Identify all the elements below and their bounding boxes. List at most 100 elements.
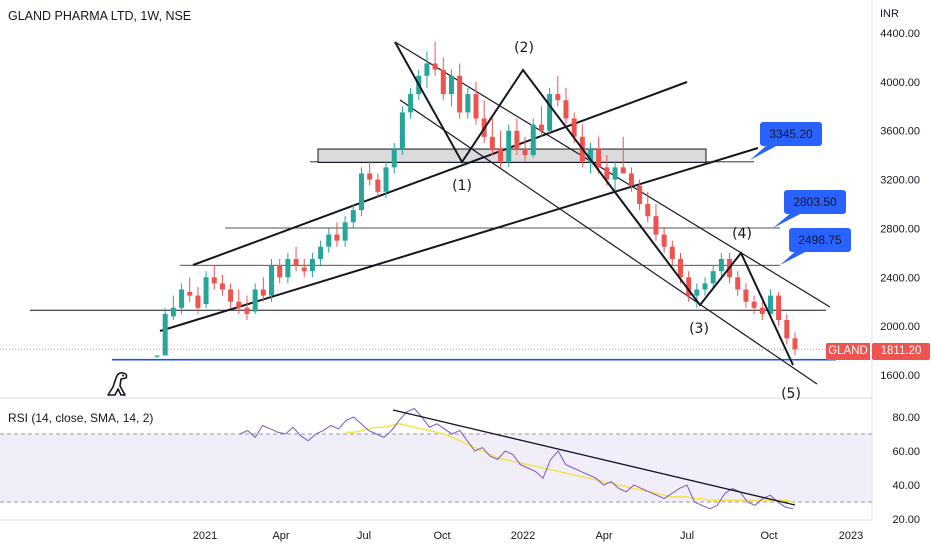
candle-body [547,94,553,131]
candle-body [334,234,340,241]
candle-body [350,210,356,223]
candle-body [498,149,504,162]
candle-body [219,283,225,290]
price-tick-label: 4400.00 [880,28,920,40]
rsi-title: RSI (14, close, SMA, 14, 2) [8,411,154,425]
candle-body [293,258,299,266]
last-price-tag: 1811.20 [872,343,930,360]
candle-body [440,69,446,95]
rsi-line [239,407,794,510]
currency-label: INR [880,8,899,20]
rsi-band [0,434,872,502]
candle-body [170,307,176,317]
time-tick-label: Jul [680,530,694,542]
candle-body [269,265,275,296]
callout-box [760,122,822,146]
candle-body [661,234,667,247]
time-tick-label: 2022 [511,530,535,542]
candle-body [424,63,430,76]
candle-body [260,289,266,296]
candle-body [448,75,454,95]
candle-body [375,179,381,192]
candle-body [735,277,741,290]
wave-label: (2) [514,40,534,56]
wave-label: (5) [781,386,801,402]
candle-body [285,258,291,278]
callout-pointer [750,144,780,160]
candle-body [154,355,160,357]
candle-body [358,173,364,211]
candle-body [228,289,234,302]
candle-body [383,167,389,192]
price-tick-label: 1600.00 [880,370,920,382]
descending-resistance-line [394,41,831,308]
candle-body [252,289,258,312]
candle-body [669,246,675,259]
rsi-ma-line [346,423,794,503]
price-tick-label: 2400.00 [880,272,920,284]
candle-body [391,149,397,168]
candle-body [399,112,405,150]
price-tick-label: 3200.00 [880,175,920,187]
candle-body [792,338,798,350]
rsi-tick-label: 80.00 [892,412,920,424]
candle-body [604,167,610,180]
price-tick-label: 3600.00 [880,126,920,138]
candle-body [506,130,512,162]
candle-body [473,94,479,119]
wave-label: (3) [689,321,709,337]
candle-body [743,289,749,302]
candle-body [203,277,209,305]
candle-body [457,75,463,113]
candle-body [489,136,495,150]
candle-body [326,234,332,247]
time-tick-label: Oct [433,530,450,542]
candle-body [179,289,185,308]
candle-body [187,291,193,296]
candle-body [162,313,168,356]
rsi-trend-line [392,409,796,506]
upper-channel-line [192,81,688,266]
rsi-tick-label: 40.00 [892,480,920,492]
candle-body [767,295,773,314]
rsi-tick-label: 20.00 [892,514,920,526]
rsi-tick-label: 60.00 [892,446,920,458]
candle-body [718,258,724,272]
callout-box [789,228,851,252]
time-tick-label: Jul [357,530,371,542]
elliott-wave-path [394,41,794,366]
candle-body [301,267,307,272]
resistance-zone [317,148,707,163]
lower-channel-line [159,147,759,332]
callout-box [784,190,846,214]
candle-body [538,124,544,131]
candle-body [522,149,528,156]
candle-body [612,167,618,180]
candle-body [530,124,536,156]
time-tick-label: 2023 [839,530,863,542]
candle-body [677,258,683,278]
candle-body [514,130,520,150]
candle-body [236,301,242,308]
chart-title: GLAND PHARMA LTD, 1W, NSE [8,9,192,23]
price-tick-label: 4000.00 [880,77,920,89]
candle-body [653,216,659,235]
callout-value: 2803.50 [793,195,837,209]
candle-body [596,149,602,168]
candle-body [784,320,790,339]
candle-body [628,173,634,186]
candle-body [465,94,471,113]
wave-label: (4) [732,226,752,242]
candle-body [277,265,283,278]
candle-body [694,289,700,296]
candle-body [367,173,373,180]
candle-body [710,271,716,284]
callout-pointer [780,250,809,265]
candle-body [195,295,201,308]
candle-body [776,295,782,321]
candle-body [309,258,315,272]
candle-body [408,94,414,113]
price-tick-label: 2800.00 [880,223,920,235]
tradingview-dino-logo [107,372,128,396]
